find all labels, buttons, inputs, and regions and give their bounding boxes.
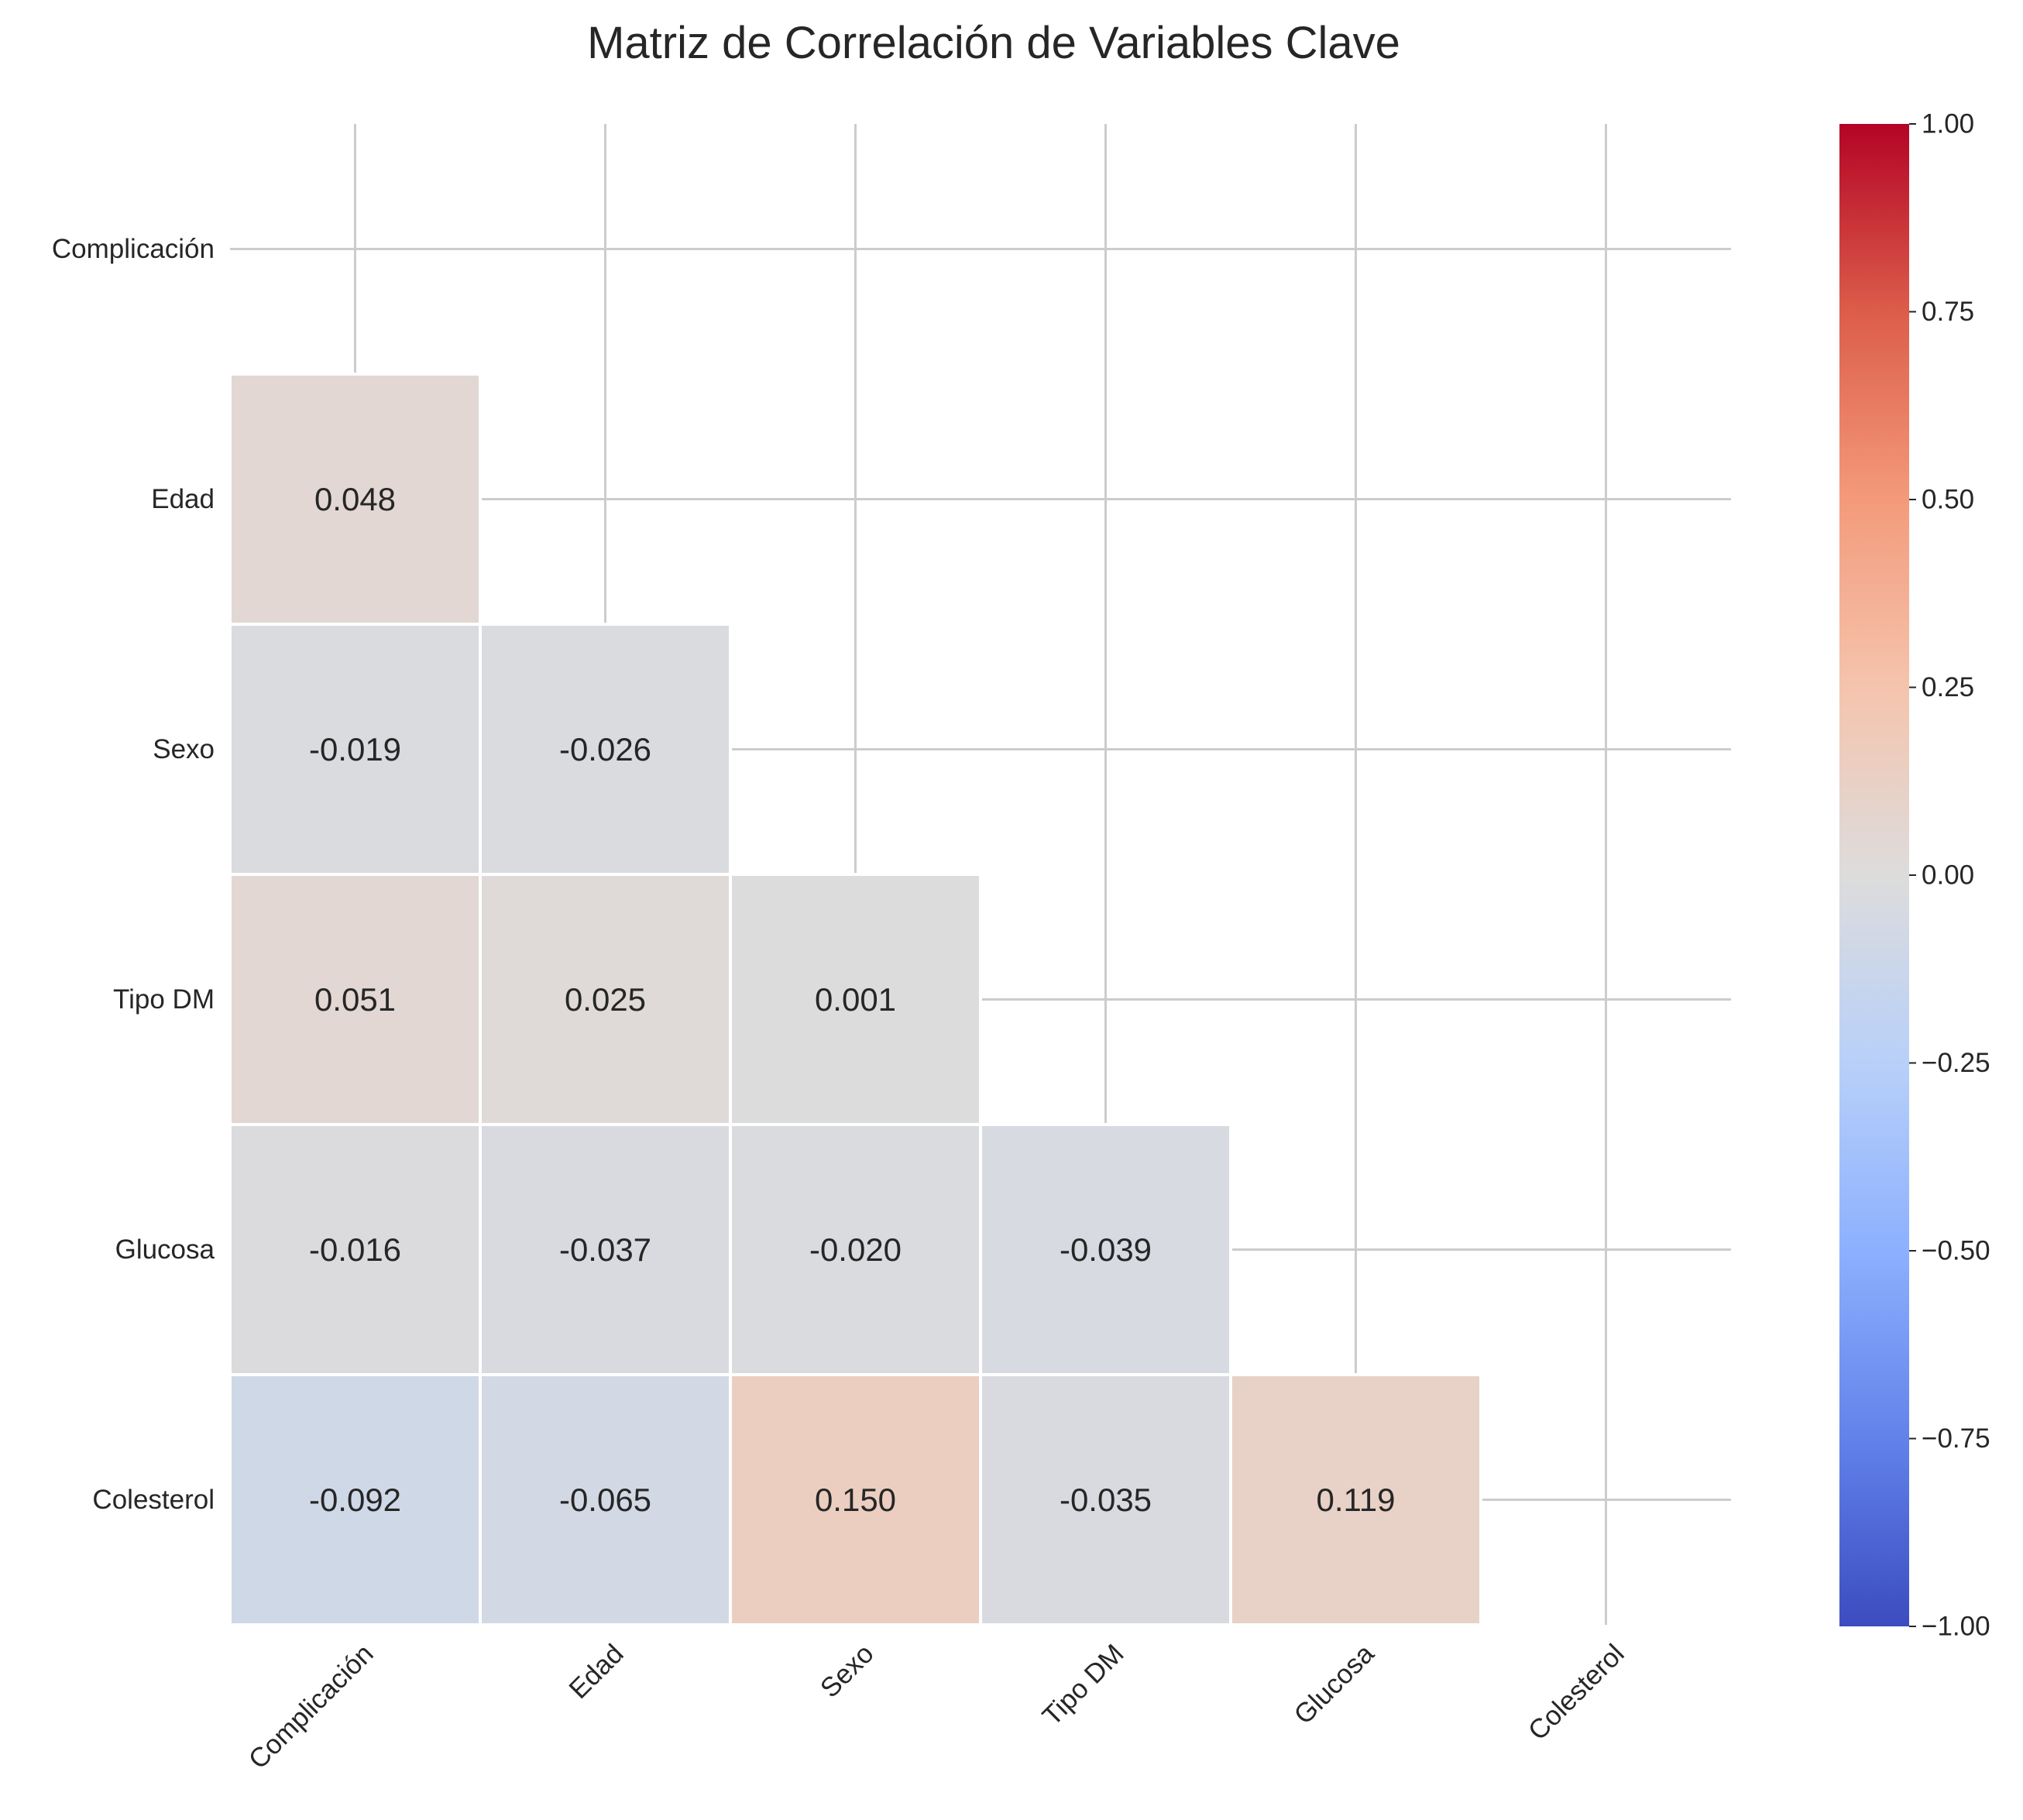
- heatmap-cell-tipo-dm-sexo: [729, 873, 982, 1126]
- y-tick-label-colesterol: Colesterol: [92, 1485, 215, 1515]
- y-tick-label-complicacion: Complicación: [52, 234, 215, 264]
- y-axis-tick-labels: Complicación Edad Sexo Tipo DM Glucosa Colest…: [52, 234, 215, 1515]
- chart-title: Matriz de Correlación de Variables Clave: [587, 18, 1400, 68]
- colorbar-tick-label: 0.25: [1922, 672, 1974, 702]
- x-tick-label-colesterol: Colesterol: [1523, 1639, 1630, 1746]
- cell-value-label: -0.035: [1060, 1482, 1152, 1518]
- cell-value-label: 0.119: [1317, 1482, 1396, 1518]
- colorbar-gradient: [1839, 124, 1909, 1626]
- colorbar-tick-label: 0.50: [1922, 485, 1974, 515]
- heatmap-cell-glucosa-sexo: [729, 1123, 982, 1376]
- x-tick-label-complicacion: Complicación: [243, 1639, 380, 1775]
- heatmap-cell-tipo-dm-complicacion: [228, 873, 482, 1126]
- heatmap-cell-colesterol-sexo: [729, 1373, 982, 1626]
- x-tick-label-glucosa: Glucosa: [1288, 1638, 1380, 1730]
- heatmap-cell-colesterol-tipo-dm: [979, 1373, 1232, 1626]
- x-tick-label-sexo: Sexo: [815, 1639, 880, 1704]
- cell-value-label: 0.150: [815, 1482, 896, 1518]
- cell-value-label: -0.037: [559, 1231, 651, 1268]
- heatmap-cell-glucosa-tipo-dm: [979, 1123, 1232, 1376]
- y-tick-label-glucosa: Glucosa: [115, 1235, 215, 1265]
- cell-value-label: -0.065: [559, 1482, 651, 1518]
- heatmap-cell-colesterol-glucosa: [1229, 1373, 1482, 1626]
- colorbar-tick-label: 0.75: [1922, 297, 1974, 327]
- heatmap-cell-colesterol-edad: [479, 1373, 732, 1626]
- cell-value-label: 0.001: [815, 981, 896, 1018]
- colorbar-tick-label: −1.00: [1922, 1612, 1990, 1642]
- heatmap-cell-glucosa-edad: [479, 1123, 732, 1376]
- colorbar-tick-label: −0.75: [1922, 1423, 1990, 1454]
- cell-value-label: -0.039: [1060, 1231, 1152, 1268]
- cell-value-label: -0.026: [559, 731, 651, 767]
- cell-value-label: 0.051: [314, 981, 396, 1018]
- heatmap-cell-edad-complicacion: [228, 373, 482, 626]
- colorbar-tick-label: 1.00: [1922, 109, 1974, 139]
- cell-value-label: -0.019: [309, 731, 401, 767]
- colorbar-tick-label: −0.25: [1922, 1048, 1990, 1078]
- y-tick-label-sexo: Sexo: [153, 734, 215, 764]
- heatmap-cell-sexo-edad: [479, 623, 732, 876]
- x-tick-label-tipo-dm: Tipo DM: [1037, 1639, 1130, 1732]
- cell-value-label: 0.025: [565, 981, 646, 1018]
- colorbar-tick-label: −0.50: [1922, 1236, 1990, 1266]
- y-tick-label-edad: Edad: [151, 484, 215, 514]
- cell-value-label: 0.048: [314, 481, 396, 517]
- y-tick-label-tipo-dm: Tipo DM: [113, 984, 215, 1015]
- cell-value-label: -0.016: [309, 1231, 401, 1268]
- heatmap-cell-colesterol-complicacion: [228, 1373, 482, 1626]
- colorbar-tick-label: 0.00: [1922, 860, 1974, 891]
- cell-value-label: -0.092: [309, 1482, 401, 1518]
- x-axis-tick-labels: Complicación Edad Sexo Tipo DM Glucosa Colest…: [243, 1638, 1630, 1775]
- heatmap-cells: 0.048 -0.019 -0.026 0.051 0.025 0.001 -0.016 -0…: [228, 373, 1482, 1626]
- x-tick-label-edad: Edad: [563, 1639, 629, 1705]
- cell-value-label: -0.020: [809, 1231, 902, 1268]
- colorbar: 1.00 0.75 0.50 0.25 0.00 −0.25 −0.50 −0.75 −1.00: [1839, 109, 1990, 1642]
